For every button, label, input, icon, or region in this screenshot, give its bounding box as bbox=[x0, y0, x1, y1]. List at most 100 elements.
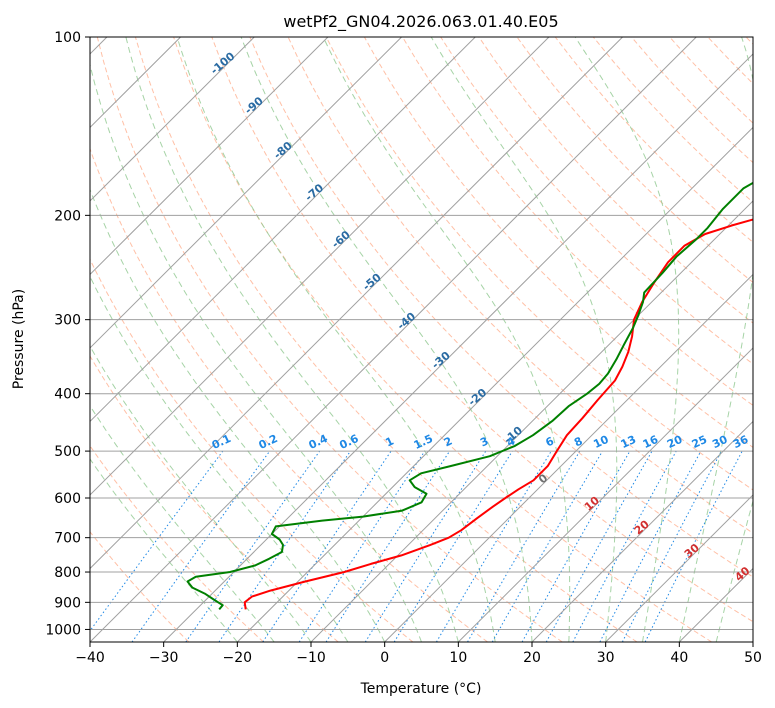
mixing-ratio-line bbox=[325, 450, 451, 642]
mixing-ratio-label: 13 bbox=[619, 433, 638, 451]
pressure-gridlines bbox=[90, 37, 753, 630]
y-tick-label: 700 bbox=[54, 531, 81, 547]
dry-adiabat bbox=[440, 37, 753, 365]
mixing-ratio-line bbox=[521, 450, 631, 642]
mixing-ratio-line bbox=[467, 450, 581, 642]
adiabat-label: 10 bbox=[582, 494, 602, 514]
isotherm bbox=[310, 200, 753, 642]
dry-adiabat bbox=[249, 37, 753, 578]
isotherm bbox=[752, 641, 753, 642]
y-tick-label: 200 bbox=[54, 208, 81, 224]
mixing-ratio-label: 0.4 bbox=[307, 432, 330, 452]
isotherm bbox=[90, 37, 476, 423]
x-tick-label: −10 bbox=[296, 650, 326, 666]
mixing-ratio-label: 20 bbox=[665, 433, 685, 451]
moist-adiabat bbox=[125, 37, 459, 642]
moist-adiabat bbox=[90, 275, 349, 642]
moist-adiabats bbox=[90, 37, 753, 642]
x-tick-label: 30 bbox=[597, 650, 615, 666]
mixing-ratio-label: 16 bbox=[641, 433, 661, 451]
mixing-ratio-label: 25 bbox=[690, 433, 709, 451]
dry-adiabats bbox=[90, 37, 753, 642]
mixing-ratio-label: 0.1 bbox=[210, 432, 233, 452]
adiabat-label: 20 bbox=[632, 517, 652, 537]
mixing-ratio-line bbox=[262, 450, 392, 642]
y-tick-label: 600 bbox=[54, 491, 81, 507]
series-layer bbox=[186, 181, 753, 611]
moist-adiabat bbox=[430, 37, 618, 642]
isotherm bbox=[90, 37, 402, 349]
moist-adiabat bbox=[678, 37, 753, 642]
isotherm bbox=[531, 420, 753, 642]
adiabat-label: 30 bbox=[682, 541, 702, 561]
isotherm bbox=[605, 494, 753, 642]
mixing-ratio-line bbox=[90, 450, 224, 632]
y-tick-label: 100 bbox=[54, 30, 81, 46]
dry-adiabat bbox=[90, 355, 339, 642]
plot-area: -100-90-80-70-60-50-40-30-20-10010203040… bbox=[90, 37, 753, 642]
dry-adiabat bbox=[90, 530, 190, 642]
isotherm bbox=[236, 126, 753, 642]
y-tick-label: 800 bbox=[54, 565, 81, 581]
dry-adiabat bbox=[96, 37, 563, 642]
mixing-ratio-label: 3 bbox=[478, 434, 490, 449]
y-tick-label: 400 bbox=[54, 387, 81, 403]
x-axis-label: Temperature (°C) bbox=[360, 681, 482, 697]
isotherm bbox=[90, 37, 255, 202]
adiabat-label: -40 bbox=[395, 310, 419, 333]
adiabat-label: -20 bbox=[466, 386, 490, 409]
mixing-ratio-line bbox=[185, 450, 321, 642]
mixing-ratio-line bbox=[393, 450, 513, 642]
x-tick-label: 10 bbox=[449, 650, 467, 666]
adiabat-label: -30 bbox=[429, 349, 453, 372]
dry-adiabat bbox=[363, 37, 753, 448]
mixing-ratio-label: 1 bbox=[383, 434, 395, 449]
x-tick-label: 50 bbox=[744, 650, 762, 666]
mixing-ratio-line bbox=[218, 450, 351, 642]
adiabat-label: 40 bbox=[732, 564, 752, 584]
isotherm bbox=[90, 37, 550, 496]
adiabat-label: -80 bbox=[271, 139, 295, 162]
dry-adiabat bbox=[707, 37, 753, 85]
moist-adiabat bbox=[322, 37, 571, 642]
dry-adiabat bbox=[134, 37, 638, 642]
dry-adiabat bbox=[516, 37, 753, 284]
dry-adiabat bbox=[402, 37, 753, 406]
dry-adiabat bbox=[90, 147, 488, 642]
moist-adiabat bbox=[90, 404, 275, 642]
mixing-ratio-line bbox=[621, 450, 722, 642]
x-tick-label: 0 bbox=[380, 650, 389, 666]
adiabat-label: -50 bbox=[360, 271, 384, 294]
x-tick-label: 20 bbox=[523, 650, 541, 666]
x-tick-label: −30 bbox=[149, 650, 179, 666]
y-tick-label: 1000 bbox=[45, 622, 81, 638]
adiabat-label: -90 bbox=[242, 94, 266, 117]
moist-adiabat bbox=[90, 188, 386, 642]
y-tick-label: 500 bbox=[54, 444, 81, 460]
mixing-ratio-label: 30 bbox=[710, 433, 730, 451]
chart-title: wetPf2_GN04.2026.063.01.40.E05 bbox=[283, 12, 558, 32]
dry-adiabat bbox=[325, 37, 753, 491]
isotherm bbox=[90, 37, 623, 570]
isotherm bbox=[384, 273, 753, 642]
skewed-isotherms bbox=[90, 37, 753, 642]
y-axis-label: Pressure (hPa) bbox=[11, 289, 27, 389]
moist-adiabat bbox=[240, 37, 533, 642]
isotherm bbox=[163, 53, 753, 642]
adiabat-label: -70 bbox=[303, 181, 327, 204]
moist-adiabat bbox=[90, 345, 312, 642]
mixing-ratio-line bbox=[131, 450, 271, 642]
isotherm bbox=[457, 347, 753, 642]
adiabat-label: -100 bbox=[208, 49, 238, 77]
y-tick-label: 300 bbox=[54, 313, 81, 329]
series-line bbox=[243, 218, 753, 610]
x-axis: −40 −30 −20 −10 0 10 20 30 40 50 bbox=[75, 642, 762, 666]
y-axis: 100 200 300 400 500 600 700 800 900 1000 bbox=[45, 30, 90, 638]
mixing-ratio-line bbox=[572, 450, 677, 642]
mixing-ratio-label: 8 bbox=[572, 434, 584, 449]
mixing-ratio-line bbox=[545, 450, 653, 642]
moist-adiabat bbox=[90, 458, 238, 642]
plot-frame bbox=[89, 36, 754, 643]
moist-adiabat bbox=[715, 499, 753, 642]
